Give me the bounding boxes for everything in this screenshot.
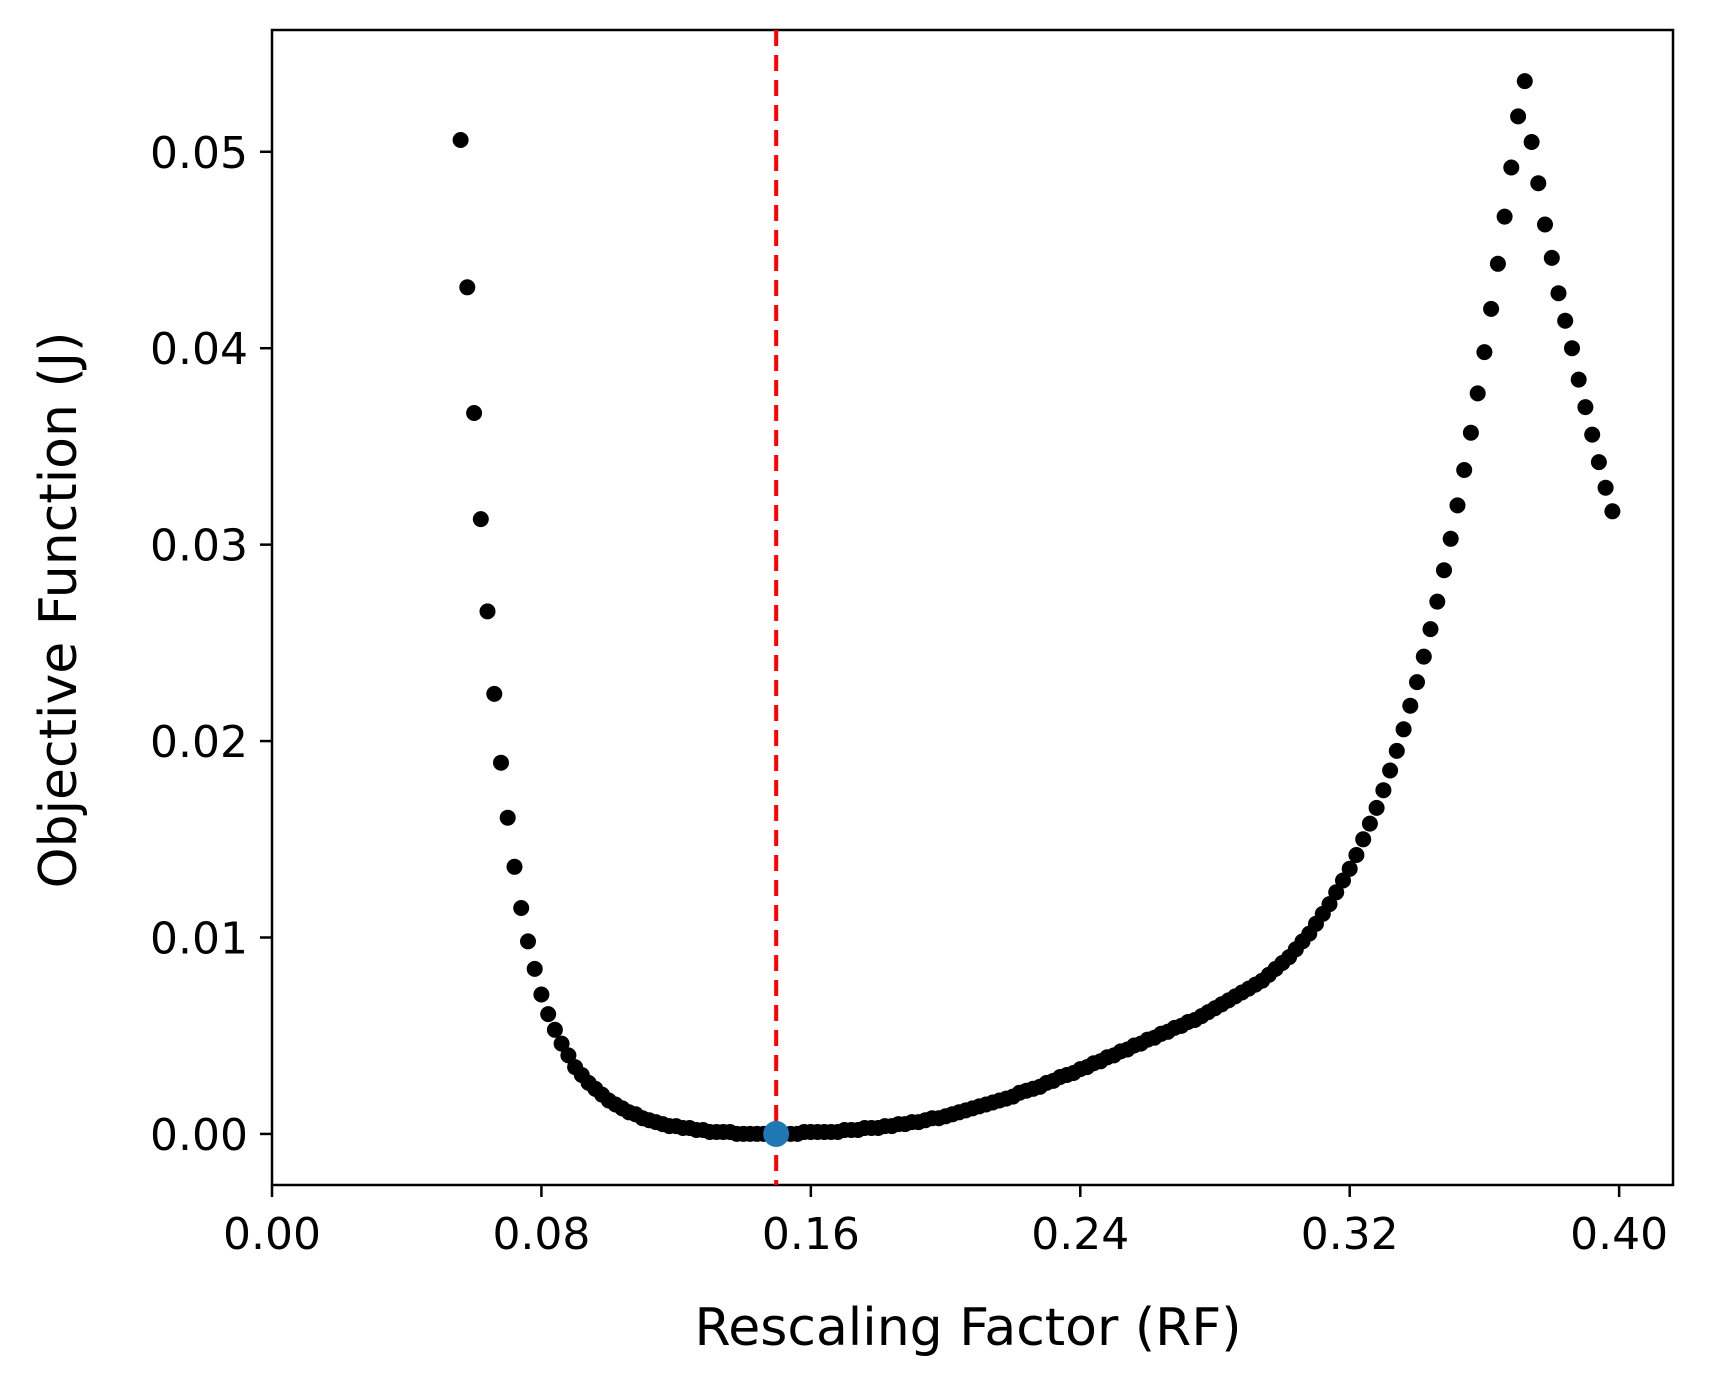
y-tick-label: 0.02	[150, 717, 248, 768]
data-point	[520, 933, 536, 950]
data-point	[472, 511, 489, 528]
y-tick-label: 0.01	[150, 914, 248, 965]
data-point	[452, 132, 469, 148]
data-point	[1557, 312, 1574, 329]
data-point	[466, 405, 483, 421]
data-point	[1355, 831, 1372, 848]
data-point	[546, 1021, 563, 1038]
data-points-layer	[452, 73, 1621, 1142]
data-point	[1456, 462, 1473, 478]
x-tick-label: 0.40	[1570, 1209, 1668, 1260]
data-point	[1496, 208, 1513, 225]
data-point	[1409, 674, 1425, 691]
data-point	[1537, 216, 1553, 233]
data-point	[1550, 285, 1567, 302]
data-point	[1462, 424, 1479, 441]
data-point	[1584, 426, 1601, 443]
data-point	[506, 858, 523, 875]
plot-area-frame	[270, 28, 1675, 1187]
y-tick-label: 0.05	[150, 128, 248, 179]
data-point	[1382, 762, 1399, 779]
data-point	[553, 1035, 570, 1052]
data-point	[1328, 884, 1345, 901]
data-point	[1422, 621, 1439, 638]
data-point	[479, 603, 496, 620]
data-point	[1388, 742, 1405, 759]
data-point	[1375, 782, 1392, 799]
data-point	[1335, 872, 1351, 889]
data-point	[1402, 697, 1419, 714]
data-point	[1543, 249, 1560, 266]
x-tick-label: 0.00	[223, 1209, 321, 1260]
data-point	[1483, 300, 1500, 317]
data-point	[540, 1006, 557, 1023]
data-point	[1597, 479, 1614, 496]
data-point	[1361, 815, 1378, 832]
y-tick-label: 0.00	[150, 1110, 248, 1161]
data-point	[1523, 134, 1540, 150]
data-point	[1489, 255, 1506, 272]
data-point	[1368, 799, 1385, 816]
x-axis-title: Rescaling Factor (RF)	[694, 1298, 1241, 1358]
data-point	[499, 809, 516, 826]
data-point	[560, 1047, 577, 1064]
x-tick-label: 0.16	[762, 1209, 860, 1260]
data-point	[1590, 454, 1607, 471]
x-tick-label: 0.24	[1031, 1209, 1129, 1260]
data-point	[1503, 159, 1520, 176]
data-point	[1436, 562, 1452, 579]
data-point	[1321, 896, 1338, 913]
data-point	[1341, 860, 1358, 877]
data-point	[1476, 344, 1493, 361]
data-point	[1530, 175, 1547, 192]
data-point	[1449, 497, 1466, 514]
data-point	[513, 900, 530, 916]
data-point	[486, 685, 503, 702]
y-axis-title: Objective Function (J)	[29, 332, 89, 889]
x-axis-ticks: 0.00 0.08 0.16 0.24 0.32 0.40	[223, 1185, 1668, 1260]
optimum-point	[763, 1120, 790, 1147]
data-point	[459, 279, 476, 296]
data-point	[1570, 371, 1587, 388]
data-point	[533, 986, 550, 1003]
data-point	[1510, 108, 1527, 125]
data-point	[1442, 530, 1459, 547]
data-point	[1348, 847, 1365, 863]
x-tick-label: 0.08	[492, 1209, 590, 1260]
data-point	[1395, 721, 1412, 738]
data-point	[1564, 340, 1580, 357]
data-point	[1469, 385, 1486, 402]
data-point	[1415, 648, 1432, 665]
data-point	[526, 960, 543, 977]
y-axis-ticks: 0.00 0.01 0.02 0.03 0.04 0.05	[150, 128, 272, 1161]
y-tick-label: 0.04	[150, 324, 248, 375]
x-tick-label: 0.32	[1301, 1209, 1399, 1260]
data-point	[1604, 503, 1621, 520]
data-point	[1577, 399, 1594, 416]
data-point	[1429, 593, 1446, 610]
data-point	[1516, 73, 1533, 90]
y-tick-label: 0.03	[150, 521, 248, 572]
data-point	[493, 754, 509, 771]
